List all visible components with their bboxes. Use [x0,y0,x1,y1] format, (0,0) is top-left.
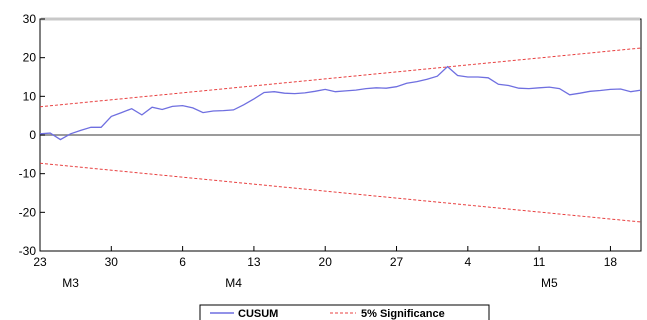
legend-box [199,304,490,320]
cusum-line [39,65,642,141]
x-tick-label: 20 [319,255,333,269]
legend-cusum-label: CUSUM [238,308,278,320]
y-tick-label: 20 [23,51,37,65]
x-tick-label: 11 [533,255,546,269]
x-tick-label: 4 [464,255,471,269]
significance-lower-line [39,162,642,223]
y-tick-label: -30 [19,244,37,258]
significance-upper-line [39,47,642,108]
y-tick-label: 10 [23,89,37,103]
y-tick-label: 30 [23,12,37,26]
y-tick-label: -20 [19,205,37,219]
y-tick-label: -10 [19,167,37,181]
x-tick-label: 18 [604,255,618,269]
x-axis-ticks: 23 30 6 13 20 27 4 11 18 M3 M4 M5 [33,246,617,290]
x-month-label: M3 [62,276,79,290]
y-axis-ticks: 30 20 10 0 -10 -20 -30 [19,12,45,258]
legend-significance-label: 5% Significance [361,308,445,320]
x-tick-label: 23 [33,255,47,269]
x-month-label: M4 [225,276,242,290]
y-tick-label: 0 [29,128,36,142]
x-tick-label: 13 [247,255,261,269]
x-tick-label: 30 [105,255,119,269]
x-month-label: M5 [541,276,558,290]
plot-area [39,17,642,252]
x-tick-label: 6 [179,255,186,269]
x-tick-label: 27 [390,255,404,269]
legend: CUSUM 5% Significance [199,304,490,320]
